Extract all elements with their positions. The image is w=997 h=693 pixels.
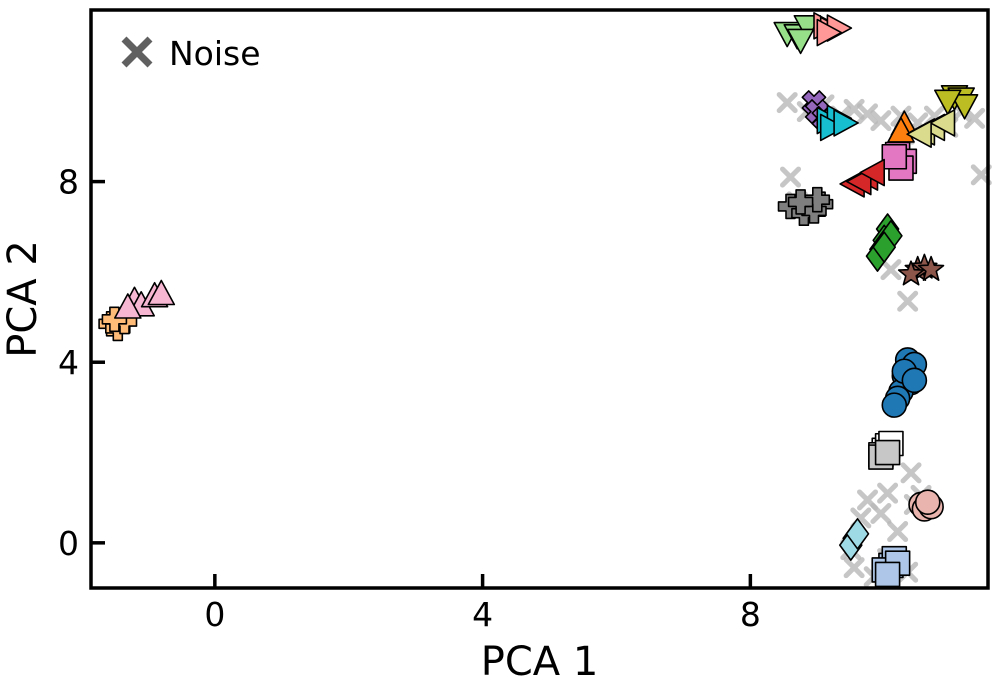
plus-marker-point <box>787 189 814 215</box>
tri-right-marker-point <box>816 18 843 47</box>
series-layer <box>98 12 979 588</box>
tri-down-marker-point <box>786 28 815 55</box>
tri-up-marker-point <box>887 117 915 143</box>
tri-up-marker-point <box>147 279 176 306</box>
legend-label-noise: Noise <box>169 34 261 73</box>
series-diamond-group <box>865 213 903 272</box>
circle-marker-point <box>881 392 908 418</box>
star-marker-point <box>917 255 945 282</box>
noise-point <box>776 92 798 114</box>
series-square-group <box>881 141 918 181</box>
legend-noise-x-icon <box>121 36 153 68</box>
series-square-group <box>868 439 901 470</box>
noise-point <box>857 103 879 125</box>
series-circle-group <box>881 347 928 418</box>
series-square-group <box>871 545 911 588</box>
noise-point <box>843 557 865 579</box>
y-tick-label: 8 <box>58 163 79 202</box>
noise-point <box>870 110 892 132</box>
tri-left-marker-point <box>859 158 886 187</box>
noise-point <box>870 502 892 524</box>
noise-point <box>780 166 802 188</box>
square-marker-point <box>881 143 908 170</box>
diamond-marker-point <box>872 231 897 263</box>
tri-left-marker-point <box>929 109 956 137</box>
diamond-marker-point <box>845 517 870 550</box>
tri-down-marker-point <box>933 89 962 116</box>
series-tri-right-group <box>816 104 859 142</box>
legend-x-stroke <box>121 36 153 68</box>
series-tri-down-group <box>933 85 979 120</box>
star-marker-point <box>897 260 925 286</box>
tri-left-marker-point <box>906 120 932 148</box>
y-axis-label: PCA 2 <box>0 240 46 358</box>
ticks-layer: 0 4 8 0 4 8 <box>58 163 761 634</box>
x-tick-label: 0 <box>204 595 225 634</box>
noise-point <box>900 462 922 484</box>
circle-marker-point <box>914 489 941 516</box>
series-star-group <box>897 253 945 286</box>
x-tick-label: 8 <box>740 595 761 634</box>
series-plus-group <box>777 186 834 226</box>
y-tick-label: 4 <box>58 343 79 382</box>
series-circle-group <box>908 489 944 522</box>
x-tick-label: 4 <box>472 595 493 634</box>
circle-marker-point <box>901 367 928 394</box>
noise-point <box>880 259 902 281</box>
series-diamond-group <box>838 517 870 561</box>
legend: Noise <box>121 34 261 73</box>
x-axis-label: PCA 1 <box>481 639 599 685</box>
noise-point <box>964 107 986 129</box>
y-tick-label: 0 <box>58 524 79 563</box>
plot-frame <box>89 8 990 590</box>
tri-down-marker-point <box>950 94 979 120</box>
tri-right-marker-point <box>819 113 846 142</box>
tri-up-marker-point <box>114 293 142 319</box>
noise-point <box>897 290 919 312</box>
series-tri-up-group <box>887 110 919 143</box>
noise-point <box>877 482 899 504</box>
series-tri-left-group <box>906 109 956 148</box>
series-tri-right-group <box>813 12 853 47</box>
noise-point <box>887 521 909 543</box>
square-marker-point <box>874 561 901 588</box>
square-marker-point <box>874 439 901 466</box>
series-tri-up-group <box>114 279 176 319</box>
series-tri-left-group <box>839 158 886 198</box>
tri-right-marker-point <box>833 109 859 137</box>
